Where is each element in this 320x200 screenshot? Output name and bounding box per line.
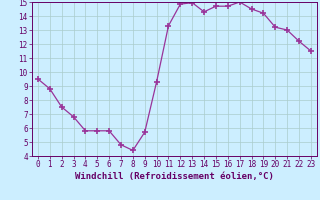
X-axis label: Windchill (Refroidissement éolien,°C): Windchill (Refroidissement éolien,°C) xyxy=(75,172,274,181)
